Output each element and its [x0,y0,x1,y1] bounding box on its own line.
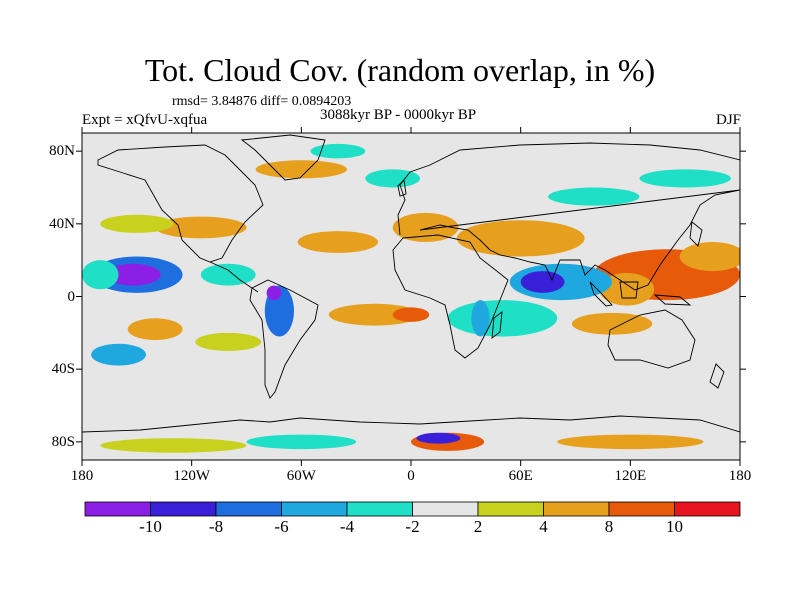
colorbar-label-2: -6 [274,517,289,536]
coast-sumatra [589,281,613,307]
colorbar [84,501,741,517]
period-label: 3088kyr BP - 0000kyr BP [320,107,477,123]
x-tick-label-5: 120E [614,468,647,484]
anomaly-region-10 [392,212,459,242]
colorbar-bin-2 [215,501,282,517]
coast-africa [392,234,509,359]
colorbar-label-3: -4 [339,517,355,536]
colorbar-bin-9 [674,501,741,517]
colorbar-bin-0 [84,501,151,517]
coast-antarctica [82,415,740,433]
anomaly-region-15 [105,263,161,286]
coast-new-zealand [709,363,725,389]
anomaly-region-19 [266,285,282,301]
colorbar-label-5: 2 [473,517,483,536]
colorbar-label-6: 4 [539,517,548,536]
y-tick-marks [76,150,746,443]
y-tick-label-1: 40N [49,215,75,232]
anomaly-region-22 [91,343,146,366]
anomaly-region-4 [571,312,653,335]
x-tick-label-6: 180 [728,468,752,484]
colorbar-label-1: -8 [208,517,224,536]
season-label: DJF [715,112,741,128]
x-tick-label-3: 0 [407,468,415,484]
anomaly-region-17 [200,263,256,286]
x-tick-label-4: 60E [508,468,533,484]
anomaly-region-33 [548,187,640,206]
anomaly-region-34 [365,169,421,188]
colorbar-bin-1 [150,501,217,517]
coast-borneo [619,281,639,299]
anomaly-region-6 [520,271,565,293]
colorbar-bin-4 [346,501,413,517]
anomaly-region-20 [127,318,183,341]
anomaly-region-3 [679,242,740,272]
coast-british-isles [397,179,407,197]
anomaly-region-13 [100,214,174,233]
anomaly-region-27 [246,434,357,450]
coast-australia [607,309,696,369]
y-tick-label-4: 80S [51,433,75,450]
colorbar-bin-3 [281,501,348,517]
y-tick-label-2: 0 [67,288,76,305]
y-tick-label-3: 40S [51,361,75,378]
coast-madagascar [491,311,503,339]
coastlines [82,134,740,433]
x-tick-marks [81,127,741,466]
anomaly-region-11 [297,231,379,253]
coast-greenland [240,134,326,181]
colorbar-bin-5 [412,501,479,517]
colorbar-bin-7 [543,501,610,517]
anomaly-region-7 [447,300,558,337]
anomaly-region-12 [155,216,247,239]
x-tick-label-1: 120W [173,468,210,484]
coast-japan [689,221,703,247]
colorbar-label-0: -10 [139,517,162,536]
anomaly-region-29 [557,434,704,450]
anomaly-region-26 [416,432,461,444]
x-tick-label-0: 180 [70,468,94,484]
coast-central-america [209,261,259,293]
statistics-label: rmsd= 3.84876 diff= 0.0894203 [172,94,352,109]
colorbar-bin-6 [477,501,544,517]
anomaly-region-32 [639,169,731,188]
anomaly-region-8 [471,300,490,337]
plot-title: Tot. Cloud Cov. (random overlap, in %) [144,52,656,88]
y-tick-label-0: 80N [49,143,75,160]
anomaly-region-2 [599,272,655,306]
anomaly-region-30 [255,160,348,179]
colorbar-label-8: 10 [666,517,683,536]
anomaly-region-24 [392,307,430,322]
x-tick-label-2: 60W [286,468,316,484]
anomaly-region-21 [195,332,262,351]
coast-new-guinea [653,294,692,306]
anomaly-region-31 [310,143,366,159]
anomaly-region-9 [456,220,585,257]
colorbar-label-4: -2 [405,517,420,536]
colorbar-bin-8 [608,501,675,517]
experiment-label: Expt = xQfvU-xqfua [82,112,208,128]
anomaly-region-16 [82,260,119,290]
coast-south-america [249,279,319,399]
coast-north-america [97,144,264,263]
coast-eurasia [397,142,740,291]
anomaly-region-28 [100,438,247,453]
anomaly-field [82,143,740,453]
colorbar-label-7: 8 [604,517,614,536]
anomaly-region-23 [328,303,421,326]
